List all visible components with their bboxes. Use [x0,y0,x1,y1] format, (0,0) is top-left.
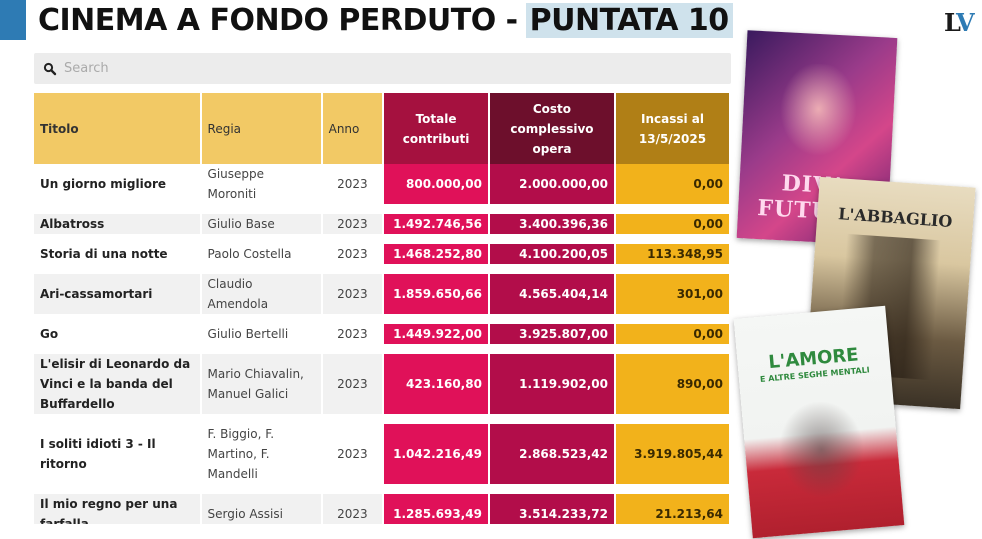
header-incassi[interactable]: Incassi al 13/5/2025 [615,93,729,164]
cell-regia: Claudio Amendola [201,274,321,324]
cell-regia: Paolo Costella [201,244,321,274]
cell-contributi: 1.468.252,80 [384,244,488,274]
cell-costo: 4.100.200,05 [489,244,614,274]
cell-titolo: Albatross [34,214,200,244]
cell-incassi: 3.919.805,44 [615,424,729,494]
table-row: Il mio regno per una farfalla Sergio Ass… [34,494,729,524]
table-row: I soliti idioti 3 - Il ritorno F. Biggio… [34,424,729,494]
table-row: L'elisir di Leonardo da Vinci e la banda… [34,354,729,424]
cell-costo: 2.868.523,42 [489,424,614,494]
films-table: Titolo Regia Anno Totale contributi Cost… [34,93,731,524]
cell-contributi: 1.492.746,56 [384,214,488,244]
cell-anno: 2023 [322,354,383,424]
cell-incassi: 21.213,64 [615,494,729,524]
cell-costo: 3.400.396,36 [489,214,614,244]
cell-regia: Giulio Base [201,214,321,244]
search-bar[interactable] [34,53,731,84]
poster-artwork [770,61,866,167]
cell-regia: Giuseppe Moroniti [201,164,321,214]
cell-incassi: 0,00 [615,214,729,244]
cell-regia: Mario Chiavalin, Manuel Galici [201,354,321,424]
cell-regia: Giulio Bertelli [201,324,321,354]
cell-costo: 2.000.000,00 [489,164,614,214]
poster-artwork [771,393,872,506]
table-row: Un giorno migliore Giuseppe Moroniti 202… [34,164,729,214]
header-costo[interactable]: Costo complessivo opera [489,93,614,164]
search-input[interactable] [62,60,706,77]
cell-titolo: I soliti idioti 3 - Il ritorno [34,424,200,494]
cell-anno: 2023 [322,494,383,524]
header-regia[interactable]: Regia [201,93,321,164]
table-row: Go Giulio Bertelli 2023 1.449.922,00 3.9… [34,324,729,354]
table-row: Storia di una notte Paolo Costella 2023 … [34,244,729,274]
cell-titolo: Storia di una notte [34,244,200,274]
cell-contributi: 1.042.216,49 [384,424,488,494]
cell-contributi: 800.000,00 [384,164,488,214]
cell-titolo: Ari-cassamortari [34,274,200,324]
cell-contributi: 1.449.922,00 [384,324,488,354]
cell-incassi: 113.348,95 [615,244,729,274]
logo-letter-v: V [956,8,975,37]
cell-titolo: Un giorno migliore [34,164,200,214]
table-header-row: Titolo Regia Anno Totale contributi Cost… [34,93,729,164]
cell-costo: 3.925.807,00 [489,324,614,354]
cell-contributi: 1.285.693,49 [384,494,488,524]
site-logo[interactable]: LV [944,8,975,37]
page-title-main: CINEMA A FONDO PERDUTO - [38,2,518,38]
poster-title: L'ABBAGLIO [837,204,953,232]
cell-anno: 2023 [322,164,383,214]
cell-incassi: 0,00 [615,164,729,214]
data-table-container[interactable]: Titolo Regia Anno Totale contributi Cost… [34,93,731,524]
header-accent-bar [0,0,26,40]
cell-titolo: Go [34,324,200,354]
header-anno[interactable]: Anno [322,93,383,164]
cell-titolo: L'elisir di Leonardo da Vinci e la banda… [34,354,200,424]
table-row: Ari-cassamortari Claudio Amendola 2023 1… [34,274,729,324]
cell-anno: 2023 [322,324,383,354]
page-title: CINEMA A FONDO PERDUTO - PUNTATA 10 [38,0,733,40]
cell-incassi: 0,00 [615,324,729,354]
cell-regia: F. Biggio, F. Martino, F. Mandelli [201,424,321,494]
cell-anno: 2023 [322,424,383,494]
cell-anno: 2023 [322,274,383,324]
cell-incassi: 301,00 [615,274,729,324]
cell-costo: 3.514.233,72 [489,494,614,524]
cell-anno: 2023 [322,214,383,244]
logo-letter-l: L [944,8,958,37]
table-row: Albatross Giulio Base 2023 1.492.746,56 … [34,214,729,244]
cell-costo: 1.119.902,00 [489,354,614,424]
cell-costo: 4.565.404,14 [489,274,614,324]
cell-titolo: Il mio regno per una farfalla [34,494,200,524]
cell-contributi: 1.859.650,66 [384,274,488,324]
cell-anno: 2023 [322,244,383,274]
header-titolo[interactable]: Titolo [34,93,200,164]
poster-lamore: L'AMORE E ALTRE SEGHE MENTALI [733,305,905,539]
cell-incassi: 890,00 [615,354,729,424]
header-contributi[interactable]: Totale contributi [384,93,488,164]
search-icon [42,61,58,77]
page-title-highlight: PUNTATA 10 [525,2,733,38]
cell-contributi: 423.160,80 [384,354,488,424]
cell-regia: Sergio Assisi [201,494,321,524]
